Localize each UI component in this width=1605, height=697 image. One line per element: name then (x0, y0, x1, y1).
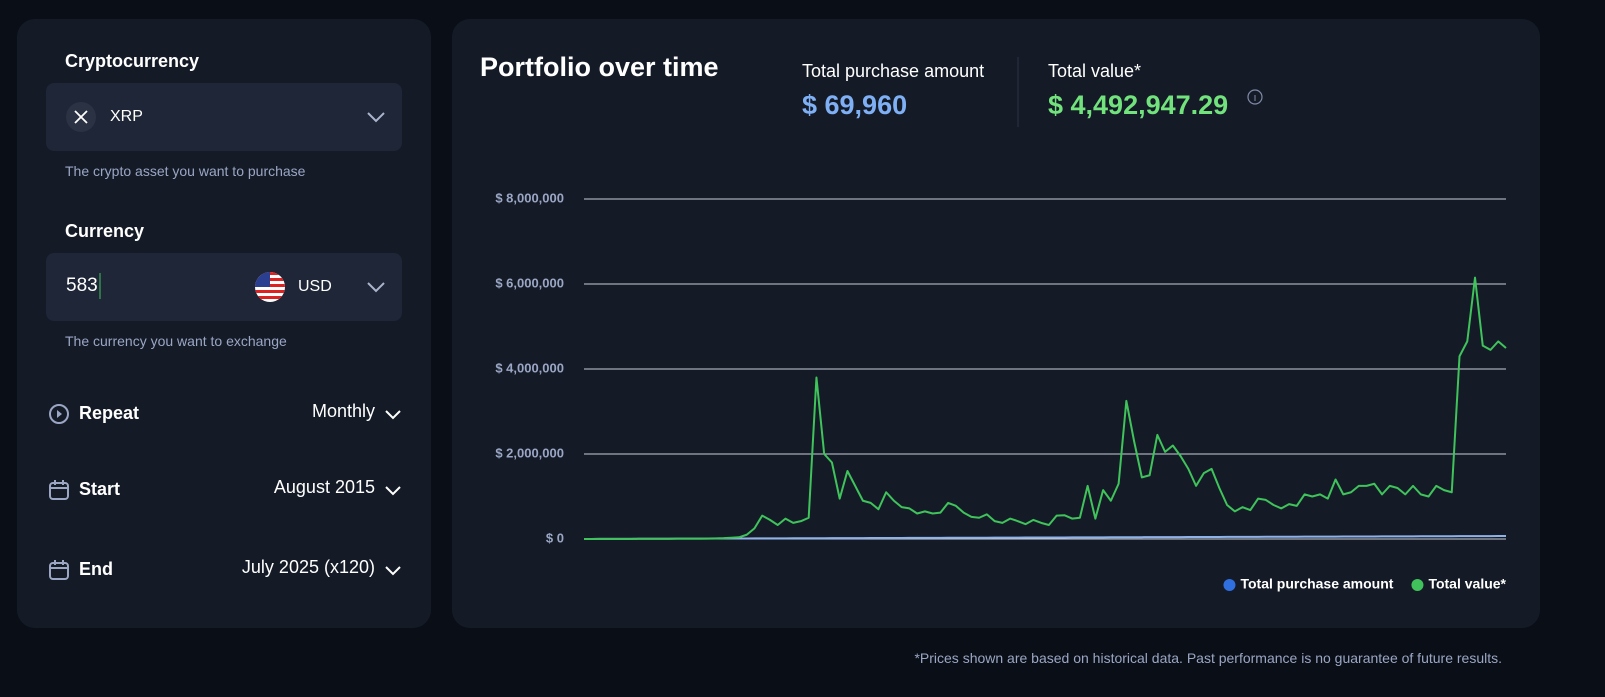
currency-value: USD (298, 278, 332, 295)
y-tick-label: $ 8,000,000 (495, 190, 564, 205)
amount-value: 583 (66, 275, 98, 296)
currency-input[interactable]: 583 USD (46, 253, 402, 321)
row-value: Monthly (311, 401, 375, 421)
chart: Portfolio over time Total purchase amoun… (480, 52, 1507, 592)
crypto-select[interactable]: XRP (46, 83, 402, 151)
chevron (385, 410, 401, 420)
repeat-row[interactable]: Repeat Monthly (47, 399, 407, 429)
info-icon[interactable] (1247, 89, 1263, 105)
row-value: July 2025 (x120) (241, 557, 375, 577)
repeat-icon (49, 404, 69, 424)
legend-label: Total value* (1428, 576, 1506, 592)
legend-swatch (1223, 579, 1236, 591)
y-tick-label: $ 4,000,000 (495, 360, 564, 375)
start-row[interactable]: Start August 2015 (47, 475, 407, 505)
row-value: August 2015 (273, 477, 375, 497)
calendar-icon (49, 560, 69, 580)
summary-label: Total purchase amount (802, 61, 984, 81)
end-row[interactable]: End July 2025 (x120) (47, 555, 407, 585)
row-label: End (79, 559, 113, 579)
summary-value: $ 69,960 (802, 90, 907, 120)
help-text: The currency you want to exchange (65, 333, 287, 349)
label: Cryptocurrency (65, 51, 200, 71)
select-icons (99, 272, 385, 302)
form-panel: Cryptocurrency XRP The crypto asset you … (17, 19, 431, 628)
y-tick-label: $ 0 (546, 530, 564, 545)
footnote: *Prices shown are based on historical da… (914, 650, 1502, 666)
chevron (385, 566, 401, 576)
legend-swatch (1411, 579, 1424, 591)
summary-value: $ 4,492,947.29 (1048, 90, 1228, 120)
row-label: Start (79, 479, 121, 499)
chevron (385, 486, 401, 496)
label: Currency (65, 221, 145, 241)
series-line (583, 535, 1507, 540)
summary-label: Total value* (1048, 61, 1141, 81)
series-line (583, 276, 1507, 540)
chart-title: Portfolio over time (480, 52, 719, 82)
legend-label: Total purchase amount (1240, 576, 1393, 592)
chart-panel: Portfolio over time Total purchase amoun… (452, 19, 1540, 628)
row-label: Repeat (79, 403, 140, 423)
help-text: The crypto asset you want to purchase (65, 163, 306, 179)
y-tick-label: $ 6,000,000 (495, 275, 564, 290)
select-icons (66, 102, 385, 132)
y-tick-label: $ 2,000,000 (495, 445, 564, 460)
select-value: XRP (110, 108, 143, 125)
calendar-icon (49, 480, 69, 500)
